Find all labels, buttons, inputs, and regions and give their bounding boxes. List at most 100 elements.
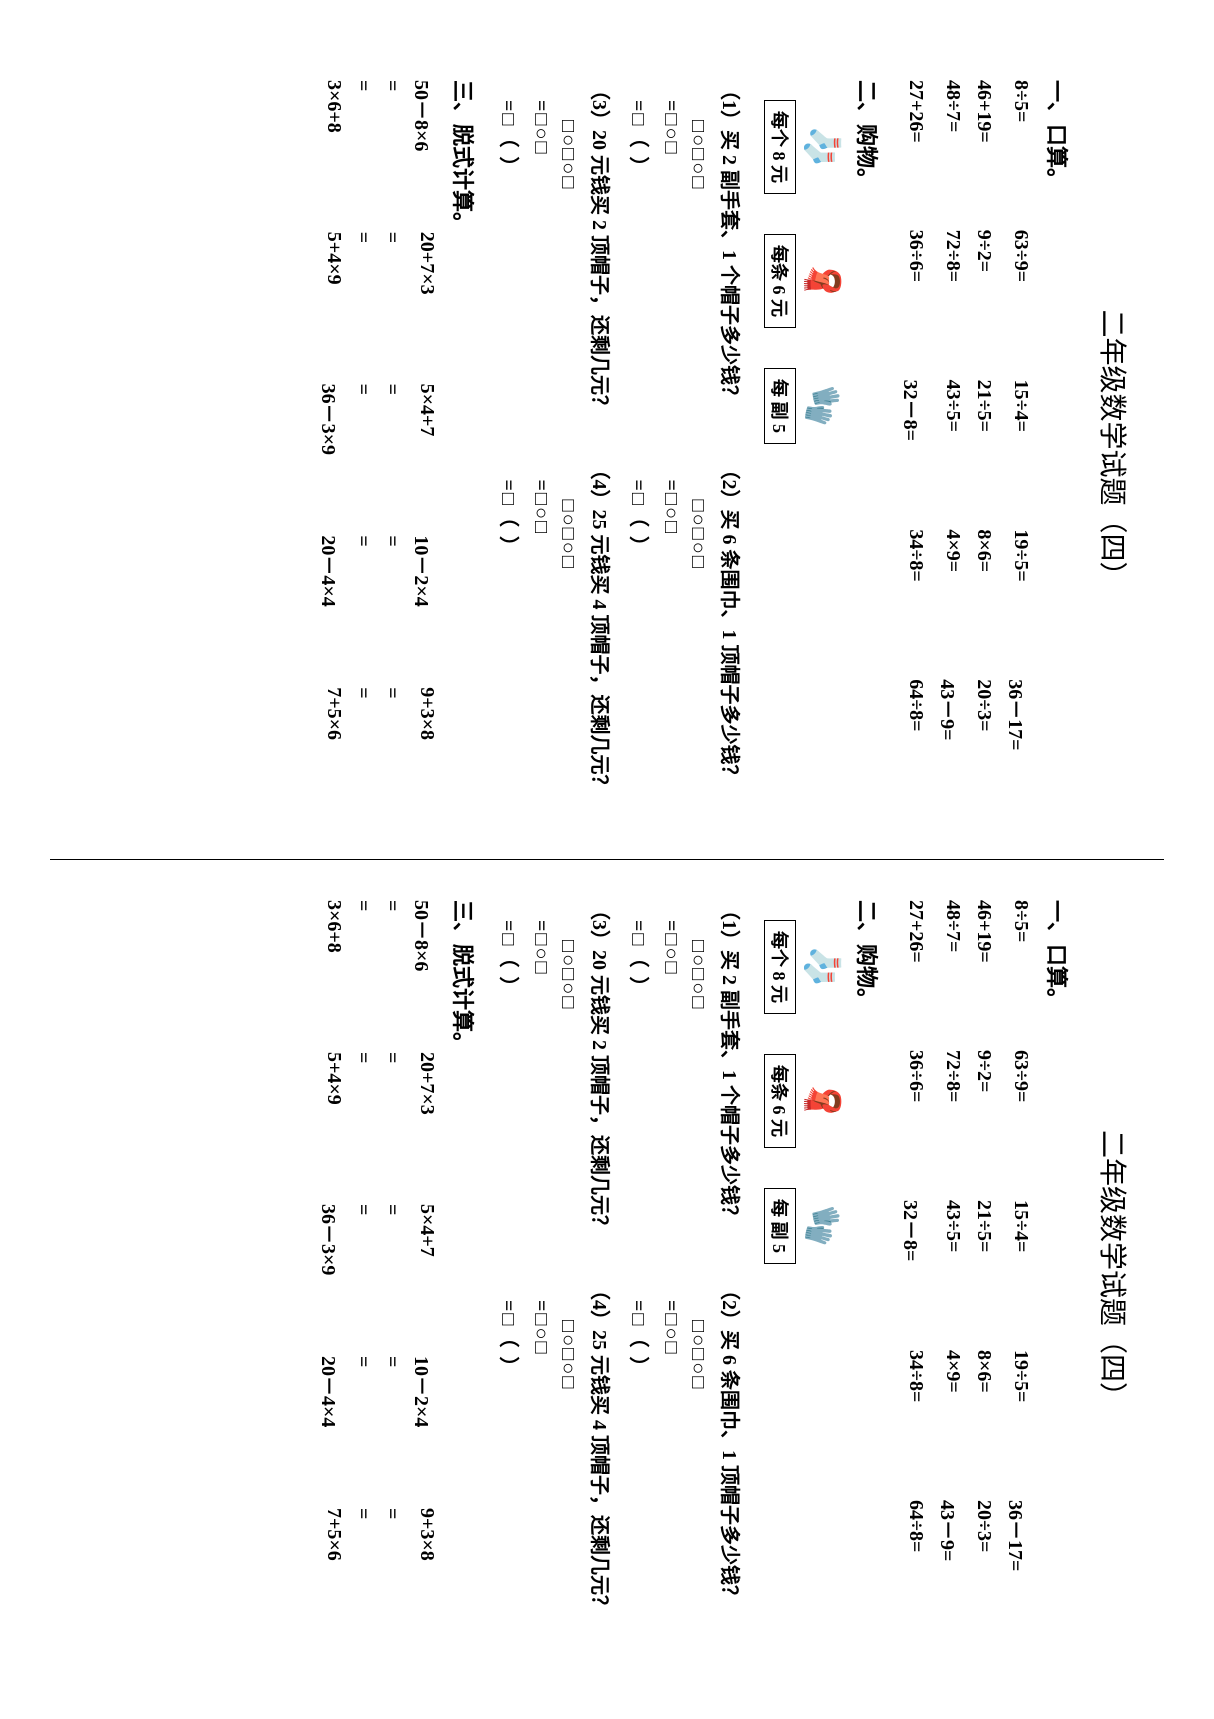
- eq-line: =: [380, 1052, 403, 1184]
- arith-cell: 36÷6=: [898, 1050, 927, 1190]
- calc-cell: 20+7×3: [409, 1052, 438, 1184]
- arith-cell: 21÷5=: [972, 380, 995, 520]
- shop-label: 每条 6 元: [764, 234, 796, 328]
- arith-cell: 19÷5=: [1003, 1350, 1032, 1490]
- eq-line: =: [380, 1204, 403, 1336]
- shop-label: 每 副 5: [764, 368, 796, 444]
- shop-item: 🧣每条 6 元: [764, 1054, 842, 1148]
- arith-cell: 32－8=: [898, 1200, 927, 1340]
- arithmetic-grid: 8÷5=63÷9=15÷4=19÷5=36－17=46+19=9÷2=21÷5=…: [898, 900, 1032, 1640]
- section-2-head: 二、购物。: [852, 80, 884, 819]
- arith-cell: 19÷5=: [1003, 529, 1032, 669]
- eq-line: =: [380, 384, 403, 516]
- arith-cell: 9÷2=: [972, 230, 995, 370]
- box-line: =□○□: [529, 1300, 552, 1640]
- calc-cell: 5+4×9: [316, 1052, 345, 1184]
- box-line: =□○□: [659, 920, 682, 1260]
- question-text: （2）买 6 条围巾、1 顶帽子多少钱？: [717, 1280, 746, 1640]
- box-line: =□（ ）: [626, 920, 655, 1260]
- arith-cell: 48÷7=: [935, 80, 964, 220]
- shop-row: 🧦每个 8 元🧣每条 6 元🧤每 副 5: [764, 920, 842, 1640]
- shop-label: 每个 8 元: [764, 920, 796, 1014]
- arith-cell: 20÷3=: [972, 1500, 995, 1640]
- eq-line: =: [380, 232, 403, 364]
- box-line: =□○□: [529, 920, 552, 1260]
- arithmetic-grid: 8÷5= 63÷9= 15÷4= 19÷5= 36－17= 46+19= 9÷2= 21÷5=…: [898, 80, 1032, 819]
- eq-line: =: [380, 535, 403, 667]
- calc-cell: 36－3×9: [316, 384, 345, 516]
- box-line: □○□○□: [686, 500, 709, 820]
- shop-item: 🧣每条 6 元: [764, 234, 842, 328]
- box-line: □○□○□: [556, 940, 579, 1260]
- shop-item: 🧦每个 8 元: [764, 920, 842, 1014]
- arith-cell: 32－8=: [898, 380, 927, 520]
- arith-cell: 4×9=: [935, 529, 964, 669]
- calc-cell: 50－8×6: [409, 900, 438, 1032]
- calc-cell: 5×4+7: [409, 1204, 438, 1336]
- arith-cell: 43－9=: [935, 1500, 964, 1640]
- shop-row: 🧦每个 8 元🧣每条 6 元🧤每 副 5: [764, 100, 842, 819]
- arith-cell: 8÷5=: [1003, 900, 1032, 1040]
- arith-cell: 43÷5=: [935, 380, 964, 520]
- section-3-head: 三、脱式计算。: [448, 900, 480, 1640]
- calc-cell: 7+5×6: [316, 1508, 345, 1640]
- arith-cell: 63÷9=: [1003, 1050, 1032, 1190]
- question-text: （1）买 2 副手套、1 个帽子多少钱？: [717, 80, 746, 440]
- arith-cell: 21÷5=: [972, 1200, 995, 1340]
- box-line: =□（ ）: [496, 1300, 525, 1640]
- question-text: （1）买 2 副手套、1 个帽子多少钱？: [717, 900, 746, 1260]
- eq-line: =: [380, 1356, 403, 1488]
- question-text: （3）20 元钱买 2 顶帽子，还剩几元？: [587, 80, 616, 440]
- arith-cell: 34÷8=: [898, 1350, 927, 1490]
- calc-cell: 9+3×8: [409, 1508, 438, 1640]
- eq-line: =: [351, 687, 374, 819]
- section-2-head: 二、购物。: [852, 900, 884, 1640]
- eq-line: =: [351, 535, 374, 667]
- calc-cell: 50－8×6: [409, 80, 438, 212]
- box-line: □○□○□: [556, 500, 579, 820]
- calc-cell: 3×6+8: [316, 80, 345, 212]
- section-1-head: 一、口算。: [1042, 900, 1074, 1640]
- page-title: 二年级数学试题（四）: [1094, 900, 1134, 1640]
- question-text: （4）25 元钱买 4 顶帽子，还剩几元？: [587, 460, 616, 820]
- calc-cell: 10－2×4: [409, 1356, 438, 1488]
- arith-cell: 8×6=: [972, 1350, 995, 1490]
- eq-line: =: [351, 232, 374, 364]
- shop-icon: 🧣: [802, 260, 842, 302]
- eq-line: =: [351, 1356, 374, 1488]
- box-line: =□○□: [529, 480, 552, 820]
- arith-cell: 36－17=: [1003, 679, 1032, 819]
- shop-icon: 🧦: [802, 946, 842, 988]
- arith-cell: 46+19=: [972, 80, 995, 220]
- box-line: =□（ ）: [626, 100, 655, 440]
- shop-icon: 🧤: [802, 385, 842, 427]
- eq-line: =: [351, 1508, 374, 1640]
- section-1-head: 一、口算。: [1042, 80, 1074, 819]
- box-line: =□（ ）: [496, 480, 525, 820]
- box-line: =□○□: [659, 480, 682, 820]
- arith-cell: 27+26=: [898, 80, 927, 220]
- box-line: =□○□: [659, 1300, 682, 1640]
- calc-cell: 5+4×9: [316, 232, 345, 364]
- arith-cell: 8÷5=: [1003, 80, 1032, 220]
- box-line: =□（ ）: [496, 100, 525, 440]
- arith-cell: 64÷8=: [898, 679, 927, 819]
- calc-cell: 5×4+7: [409, 384, 438, 516]
- box-line: =□（ ）: [626, 1300, 655, 1640]
- arith-cell: 34÷8=: [898, 529, 927, 669]
- arith-cell: 64÷8=: [898, 1500, 927, 1640]
- box-line: □○□○□: [686, 120, 709, 440]
- calc-cell: 20+7×3: [409, 232, 438, 364]
- box-line: □○□○□: [556, 120, 579, 440]
- box-line: =□○□: [529, 100, 552, 440]
- arith-cell: 9÷2=: [972, 1050, 995, 1190]
- question-text: （3）20 元钱买 2 顶帽子，还剩几元？: [587, 900, 616, 1260]
- arith-cell: 48÷7=: [935, 900, 964, 1040]
- arith-cell: 15÷4=: [1003, 380, 1032, 520]
- box-line: =□○□: [659, 100, 682, 440]
- arith-cell: 4×9=: [935, 1350, 964, 1490]
- arith-cell: 63÷9=: [1003, 230, 1032, 370]
- calc-grid: 50－8×620+7×35×4+710－2×49+3×8==========3×…: [316, 80, 438, 819]
- page-title: 二年级数学试题（四）: [1094, 80, 1134, 819]
- eq-line: =: [351, 1204, 374, 1336]
